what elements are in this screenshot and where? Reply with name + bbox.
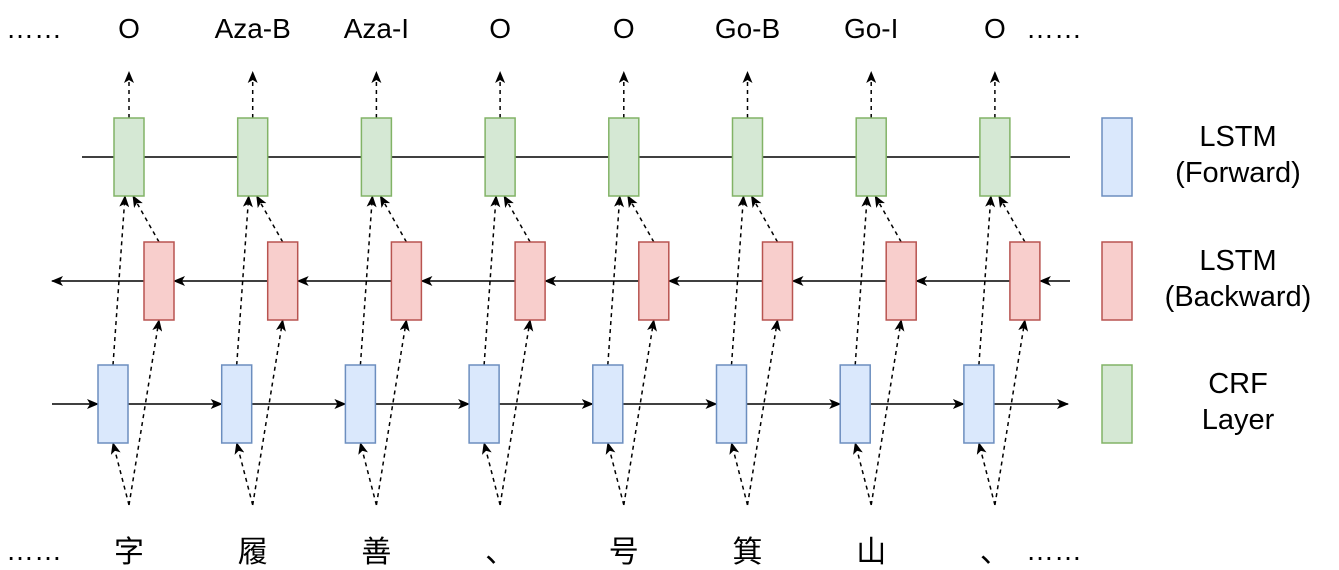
- input-to-backward-arrow: [375, 319, 410, 506]
- output-label: Go-B: [715, 13, 780, 44]
- lstm-forward-cell: [220, 364, 253, 444]
- backward-to-crf-arrow: [874, 195, 902, 243]
- output-label: Aza-B: [215, 13, 291, 44]
- backward-to-crf-arrow: [256, 195, 284, 243]
- lstm-forward-cell: [963, 364, 995, 444]
- connections: [51, 71, 1070, 506]
- lstm-forward-cell: [592, 364, 624, 444]
- input-ellipsis-left: ……: [6, 535, 62, 566]
- legend-swatch-forward: [1101, 117, 1133, 197]
- lstm-backward-cell: [638, 241, 670, 321]
- output-label: O: [118, 13, 140, 44]
- output-label: Aza-I: [344, 13, 409, 44]
- lstm-backward-cell: [514, 241, 546, 321]
- crf-cell: [484, 117, 516, 197]
- crf-cell: [731, 117, 764, 197]
- crf-cell: [360, 117, 393, 197]
- backward-to-crf-arrow: [750, 195, 779, 243]
- input-token: 箕: [733, 535, 763, 570]
- input-to-backward-arrow: [128, 319, 163, 506]
- lstm-forward-cell: [468, 364, 500, 444]
- output-label: O: [613, 13, 635, 44]
- input-to-forward-arrow: [482, 442, 501, 506]
- input-to-backward-arrow: [623, 319, 657, 506]
- input-token: 字: [114, 535, 144, 570]
- input-token: 善: [361, 535, 391, 570]
- lstm-backward-cell: [885, 241, 917, 321]
- legend-label-forward: (Forward): [1175, 157, 1301, 189]
- legend-label-backward: (Backward): [1165, 281, 1312, 313]
- input-to-forward-arrow: [853, 442, 872, 506]
- cells: [97, 117, 1041, 444]
- lstm-forward-cell: [344, 364, 377, 444]
- input-to-backward-arrow: [870, 319, 905, 506]
- backward-to-crf-arrow: [998, 195, 1026, 243]
- input-to-forward-arrow: [605, 442, 625, 506]
- input-token: 号: [609, 535, 639, 570]
- lstm-forward-cell: [839, 364, 871, 444]
- labels: …… …… …… …… O 字 Aza-B 履 Aza-I 善 O 、 O 号 Go-B 箕 Go-I 山…: [6, 13, 1082, 570]
- output-ellipsis-left: ……: [6, 13, 62, 44]
- lstm-backward-cell: [143, 241, 175, 321]
- input-to-forward-arrow: [358, 442, 378, 506]
- input-to-backward-arrow: [994, 319, 1029, 506]
- lstm-backward-cell: [266, 241, 299, 321]
- input-to-forward-arrow: [234, 442, 254, 506]
- output-ellipsis-right: ……: [1026, 13, 1082, 44]
- input-to-forward-arrow: [729, 442, 749, 506]
- backward-to-crf-arrow: [379, 195, 408, 243]
- crf-cell: [979, 117, 1011, 197]
- lstm-backward-cell: [1009, 241, 1041, 321]
- input-to-backward-arrow: [499, 319, 534, 506]
- lstm-forward-cell: [715, 364, 748, 444]
- legend-label-crf: Layer: [1202, 404, 1275, 436]
- backward-to-crf-arrow: [503, 195, 531, 243]
- input-token: 、: [980, 535, 1010, 570]
- legend-swatch-backward: [1101, 241, 1133, 321]
- crf-cell: [855, 117, 887, 197]
- input-token: 履: [238, 535, 268, 570]
- legend-label-forward: LSTM: [1199, 121, 1276, 153]
- legend-swatch-crf: [1101, 364, 1133, 444]
- lstm-backward-cell: [390, 241, 423, 321]
- input-token: 、: [485, 535, 515, 570]
- input-token: 山: [856, 535, 886, 570]
- crf-cell: [236, 117, 269, 197]
- input-ellipsis-right: ……: [1026, 535, 1082, 566]
- legend: LSTM (Forward) LSTM (Backward) CRF Layer: [1101, 117, 1312, 444]
- input-to-backward-arrow: [251, 319, 286, 506]
- lstm-forward-cell: [97, 364, 129, 444]
- output-label: O: [984, 13, 1006, 44]
- output-label: Go-I: [844, 13, 898, 44]
- lstm-backward-cell: [761, 241, 794, 321]
- backward-to-crf-arrow: [627, 195, 655, 243]
- legend-label-backward: LSTM: [1199, 245, 1276, 277]
- output-label: O: [489, 13, 511, 44]
- input-to-backward-arrow: [746, 319, 781, 506]
- legend-label-crf: CRF: [1208, 368, 1268, 400]
- input-to-forward-arrow: [110, 442, 130, 506]
- crf-cell: [608, 117, 640, 197]
- backward-to-crf-arrow: [132, 195, 160, 243]
- input-to-forward-arrow: [976, 442, 996, 506]
- crf-cell: [113, 117, 145, 197]
